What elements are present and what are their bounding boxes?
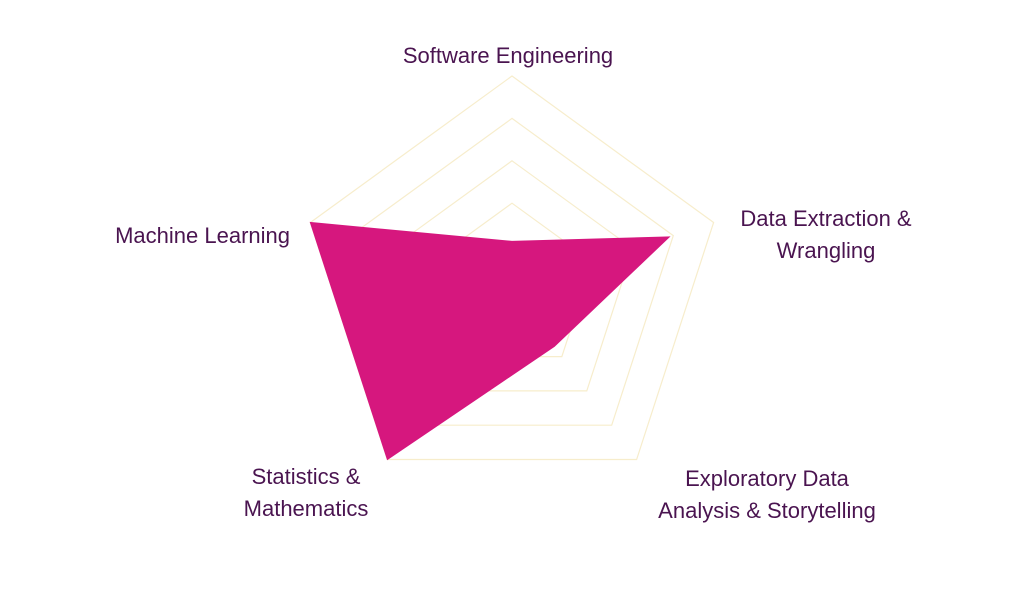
- axis-label-4-line-2: Mathematics: [244, 496, 369, 521]
- axis-label-2-line-1: Data Extraction &: [740, 206, 912, 231]
- series-area-1: [309, 221, 671, 461]
- grid-ring-5: [309, 75, 715, 461]
- radar-series-layer: [309, 221, 671, 461]
- axis-labels: Software Engineering Data Extraction & Wra…: [115, 43, 912, 523]
- grid-ring-4: [349, 117, 675, 426]
- axis-label-3-line-2: Analysis & Storytelling: [658, 498, 876, 523]
- axis-label-4: Statistics & Mathematics: [244, 464, 369, 521]
- axis-label-3-line-1: Exploratory Data: [685, 466, 850, 491]
- axis-label-5: Machine Learning: [115, 223, 290, 248]
- axis-label-1: Software Engineering: [403, 43, 613, 68]
- axis-label-4-line-1: Statistics &: [252, 464, 361, 489]
- axis-label-1-line-1: Software Engineering: [403, 43, 613, 68]
- axis-label-3: Exploratory Data Analysis & Storytelling: [658, 466, 876, 523]
- axis-label-5-line-1: Machine Learning: [115, 223, 290, 248]
- axis-label-2-line-2: Wrangling: [777, 238, 876, 263]
- axis-label-2: Data Extraction & Wrangling: [740, 206, 912, 263]
